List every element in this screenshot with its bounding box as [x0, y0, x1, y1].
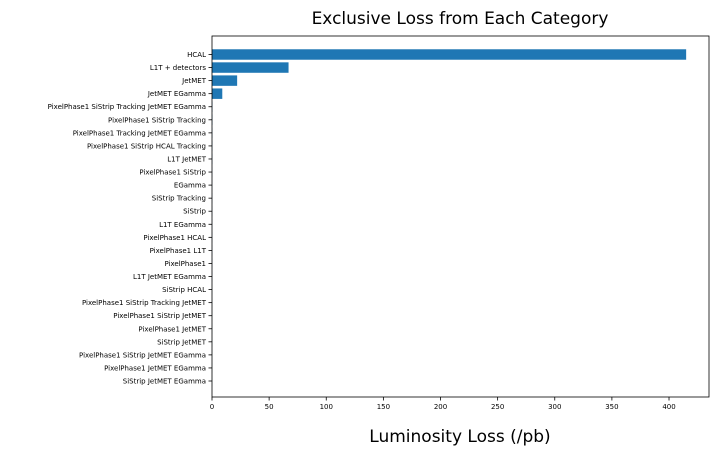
- y-tick-label: JetMET EGamma: [147, 90, 206, 98]
- x-tick-label: 350: [605, 403, 618, 411]
- x-tick-label: 100: [320, 403, 333, 411]
- y-tick-label: PixelPhase1 SiStrip JetMET: [113, 312, 206, 320]
- y-tick-label: PixelPhase1 JetMET: [138, 325, 206, 333]
- bar: [212, 75, 238, 86]
- y-tick-label: PixelPhase1 SiStrip: [139, 169, 206, 177]
- bar: [212, 62, 289, 73]
- x-tick-label: 0: [210, 403, 214, 411]
- y-tick-label: PixelPhase1 SiStrip Tracking JetMET EGam…: [48, 103, 206, 111]
- x-axis-ticks: 0 50 100 150 200 250 300 350 400: [210, 397, 676, 411]
- x-tick-label: 250: [491, 403, 504, 411]
- y-tick-label: L1T JetMET EGamma: [133, 273, 206, 281]
- y-tick-label: PixelPhase1 Tracking JetMET EGamma: [73, 129, 206, 137]
- y-tick-label: PixelPhase1 L1T: [150, 247, 207, 255]
- chart-title: Exclusive Loss from Each Category: [312, 9, 609, 29]
- y-tick-label: SiStrip: [183, 208, 206, 216]
- y-tick-label: PixelPhase1 SiStrip Tracking JetMET: [82, 299, 207, 307]
- y-tick-label: L1T JetMET: [167, 155, 206, 163]
- y-tick-label: PixelPhase1 SiStrip HCAL Tracking: [87, 142, 206, 150]
- y-tick-label: SiStrip JetMET: [157, 338, 207, 346]
- y-tick-label: JetMET: [181, 77, 207, 85]
- x-tick-label: 400: [662, 403, 675, 411]
- x-axis-label: Luminosity Loss (/pb): [369, 427, 550, 447]
- bar: [212, 49, 687, 60]
- y-tick-label: SiStrip JetMET EGamma: [123, 378, 206, 386]
- y-tick-label: PixelPhase1 SiStrip Tracking: [108, 116, 206, 124]
- y-axis-ticks: HCAL L1T + detectors JetMET JetMET EGamma Pi…: [48, 51, 212, 386]
- bar: [212, 88, 223, 99]
- y-tick-label: L1T + detectors: [150, 64, 207, 72]
- y-tick-label: L1T EGamma: [159, 221, 206, 229]
- x-tick-label: 300: [548, 403, 561, 411]
- y-tick-label: EGamma: [174, 182, 206, 190]
- y-tick-label: PixelPhase1 JetMET EGamma: [104, 364, 206, 372]
- y-tick-label: SiStrip Tracking: [152, 195, 206, 203]
- plot-frame: [211, 35, 710, 398]
- bars-group: [212, 49, 687, 387]
- x-tick-label: 50: [265, 403, 274, 411]
- y-tick-label: SiStrip HCAL: [162, 286, 206, 294]
- x-tick-label: 150: [377, 403, 390, 411]
- y-tick-label: PixelPhase1 HCAL: [143, 234, 206, 242]
- y-tick-label: HCAL: [187, 51, 206, 59]
- y-tick-label: PixelPhase1: [164, 260, 206, 268]
- x-tick-label: 200: [434, 403, 447, 411]
- y-tick-label: PixelPhase1 SiStrip JetMET EGamma: [79, 351, 206, 359]
